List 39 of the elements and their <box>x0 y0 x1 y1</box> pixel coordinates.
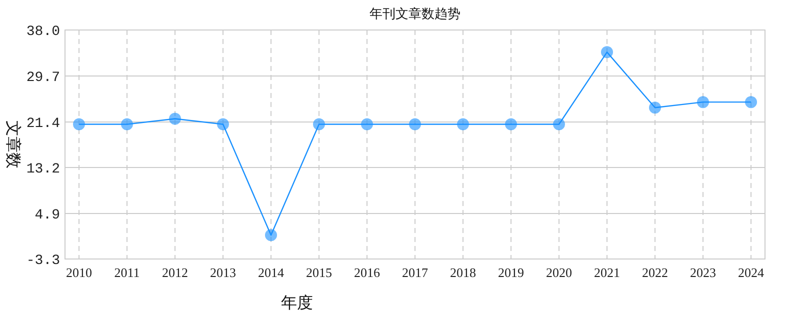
x-tick-label: 2018 <box>450 265 476 280</box>
x-tick-label: 2020 <box>546 265 572 280</box>
x-tick-label: 2021 <box>594 265 620 280</box>
x-tick-label: 2012 <box>162 265 188 280</box>
x-tick-label: 2022 <box>642 265 668 280</box>
point <box>745 96 757 108</box>
point <box>313 118 325 130</box>
y-tick-label: -3.3 <box>26 253 60 269</box>
x-tick-label: 2015 <box>306 265 332 280</box>
point <box>361 118 373 130</box>
x-tick-label: 2019 <box>498 265 524 280</box>
point <box>505 118 517 130</box>
y-tick-label: 38.0 <box>26 24 60 40</box>
x-tick-label: 2011 <box>114 265 140 280</box>
x-tick-label: 2023 <box>690 265 716 280</box>
y-axis-title: 文章数 <box>4 120 22 168</box>
y-tick-label: 29.7 <box>26 70 60 86</box>
point <box>601 46 613 58</box>
x-tick-label: 2024 <box>738 265 764 280</box>
x-axis-title: 年度 <box>281 294 313 312</box>
y-tick-label: 21.4 <box>26 116 60 132</box>
point <box>409 118 421 130</box>
x-tick-label: 2016 <box>354 265 380 280</box>
point <box>697 96 709 108</box>
x-tick-label: 2010 <box>66 265 92 280</box>
point <box>265 229 277 242</box>
point <box>553 118 565 130</box>
point <box>169 112 181 125</box>
point <box>649 102 661 114</box>
point <box>121 118 133 130</box>
point <box>73 118 85 130</box>
point <box>217 118 229 130</box>
chart-title: 年刊文章数趋势 <box>370 6 460 21</box>
point <box>457 118 469 130</box>
y-tick-label: 13.2 <box>26 162 60 178</box>
x-tick-label: 2013 <box>210 265 236 280</box>
y-tick-label: 4.9 <box>34 208 60 224</box>
x-tick-label: 2014 <box>258 265 284 280</box>
x-tick-label: 2017 <box>402 265 428 280</box>
